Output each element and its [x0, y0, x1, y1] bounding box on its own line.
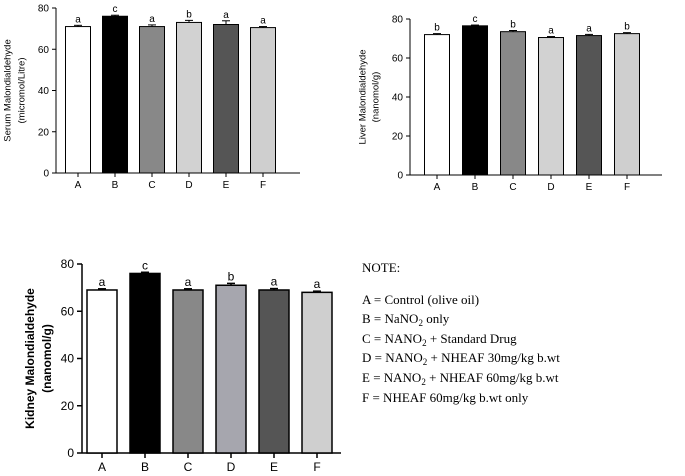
bar-F — [250, 27, 276, 174]
bar-C — [500, 31, 526, 176]
x-tick-label-C: C — [184, 460, 193, 474]
bar-B — [102, 15, 128, 174]
x-tick-label-B: B — [141, 460, 149, 474]
y-tick-label: 0 — [67, 446, 74, 460]
x-tick-label-A: A — [98, 460, 106, 474]
y-axis-label: Kidney Malondialdehyde — [23, 288, 37, 429]
bar-E — [576, 35, 602, 176]
x-tick-label-E: E — [586, 182, 593, 193]
bar-B — [129, 272, 161, 454]
y-tick-label: 40 — [392, 93, 404, 104]
y-axis-label: Serum Malondialdehyde — [3, 39, 14, 141]
y-tick-label: 60 — [392, 54, 404, 65]
significance-letter-A: a — [75, 14, 81, 25]
x-tick-label-C: C — [509, 182, 516, 193]
x-tick-label-B: B — [112, 180, 119, 191]
y-axis-label: (nanomol/g) — [40, 324, 54, 393]
note-item-e: E = NANO2 + NHEAF 60mg/kg b.wt — [362, 369, 559, 387]
y-tick-label: 80 — [61, 257, 75, 271]
y-tick-label: 40 — [38, 86, 50, 97]
significance-letter-D: b — [228, 269, 235, 283]
y-tick-label: 20 — [61, 399, 75, 413]
y-axis-label: (nanomol/g) — [371, 72, 382, 123]
y-tick-label: 60 — [38, 45, 50, 56]
bar-A — [424, 34, 450, 176]
note-item-f: F = NHEAF 60mg/kg b.wt only — [362, 389, 529, 405]
significance-letter-B: c — [113, 4, 118, 15]
bar-D — [176, 21, 202, 174]
bar-A — [65, 26, 91, 174]
x-tick-label-A: A — [434, 182, 441, 193]
y-tick-label: 80 — [392, 15, 404, 26]
significance-letter-B: c — [473, 14, 478, 25]
bar-D — [538, 37, 564, 176]
x-tick-label-B: B — [472, 182, 479, 193]
chart-2: 0 20 40 60 80 Liver Malondialdehyde (nanomol/g… — [358, 14, 662, 193]
y-tick-label: 60 — [61, 304, 75, 318]
note-item-b: B = NaNO2 only — [362, 311, 450, 329]
significance-letter-C: b — [510, 20, 516, 31]
x-tick-label-D: D — [547, 182, 554, 193]
x-tick-label-F: F — [624, 182, 630, 193]
bar-A — [86, 289, 118, 454]
note-item-c: C = NANO2 + Standard Drug — [362, 330, 517, 348]
significance-letter-F: a — [260, 16, 266, 27]
x-tick-label-A: A — [75, 180, 82, 191]
x-tick-label-F: F — [260, 180, 266, 191]
bar-C — [172, 289, 204, 454]
note-item-d: D = NANO2 + NHEAF 30mg/kg b.wt — [362, 350, 560, 368]
y-tick-label: 80 — [38, 4, 50, 15]
significance-letter-C: a — [185, 275, 192, 289]
significance-letter-C: a — [149, 14, 155, 25]
x-tick-label-F: F — [313, 460, 320, 474]
significance-letter-A: a — [99, 275, 106, 289]
bar-E — [258, 289, 290, 454]
significance-letter-E: a — [586, 23, 592, 34]
chart-1: 0 20 40 60 80 Serum Malondialdehyde (micromol/… — [3, 4, 300, 191]
bar-F — [614, 33, 640, 176]
significance-letter-D: b — [186, 9, 192, 20]
significance-letter-D: a — [548, 26, 554, 37]
y-tick-label: 0 — [43, 169, 49, 180]
note-item-a: A = Control (olive oil) — [362, 291, 480, 307]
y-tick-label: 0 — [397, 171, 403, 182]
bar-E — [213, 24, 239, 174]
bar-F — [301, 291, 333, 454]
note-title: NOTE: — [362, 260, 401, 275]
y-axis-label: (micromol/Litre) — [17, 58, 28, 124]
legend-note: NOTE: A = Control (olive oil) B = NaNO2 … — [362, 258, 560, 407]
x-tick-label-D: D — [185, 180, 192, 191]
x-tick-label-C: C — [148, 180, 155, 191]
significance-letter-B: c — [142, 258, 148, 272]
y-axis-label: Liver Malondialdehyde — [358, 49, 369, 144]
significance-letter-F: a — [314, 277, 321, 291]
y-tick-label: 40 — [61, 352, 75, 366]
y-tick-label: 20 — [38, 127, 50, 138]
significance-letter-E: a — [223, 10, 229, 21]
x-tick-label-E: E — [270, 460, 278, 474]
chart-3: 0 20 40 60 80 Kidney Malondialdehyde (nanomol/… — [23, 257, 341, 474]
significance-letter-A: b — [434, 23, 440, 34]
x-tick-label-D: D — [227, 460, 236, 474]
significance-letter-E: a — [271, 275, 278, 289]
y-tick-label: 20 — [392, 132, 404, 143]
bar-B — [462, 25, 488, 176]
bar-C — [139, 26, 165, 174]
x-tick-label-E: E — [223, 180, 230, 191]
significance-letter-F: b — [624, 22, 630, 33]
bar-D — [215, 284, 247, 454]
